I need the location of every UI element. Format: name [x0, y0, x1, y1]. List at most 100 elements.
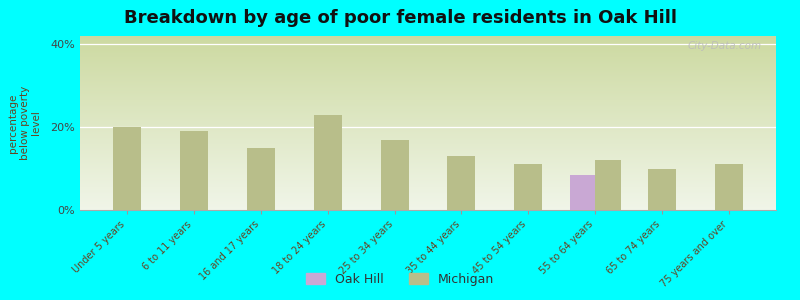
Bar — [447, 156, 475, 210]
Bar — [80, 209, 776, 210]
Bar — [80, 87, 776, 88]
Bar — [80, 83, 776, 84]
Bar — [80, 154, 776, 155]
Bar — [80, 197, 776, 198]
Bar — [80, 199, 776, 200]
Bar — [80, 182, 776, 183]
Bar — [80, 142, 776, 143]
Bar — [80, 110, 776, 111]
Bar — [80, 148, 776, 149]
Bar — [80, 118, 776, 119]
Bar — [80, 62, 776, 63]
Bar — [80, 129, 776, 130]
Bar — [80, 181, 776, 182]
Bar — [80, 57, 776, 58]
Bar — [80, 74, 776, 75]
Bar — [80, 136, 776, 137]
Bar — [80, 143, 776, 144]
Bar — [80, 183, 776, 184]
Bar — [80, 171, 776, 172]
Bar — [570, 175, 595, 210]
Bar — [80, 63, 776, 64]
Bar — [80, 80, 776, 81]
Bar — [80, 54, 776, 55]
Bar — [80, 204, 776, 205]
Bar — [80, 100, 776, 101]
Bar — [80, 36, 776, 37]
Bar — [80, 105, 776, 106]
Bar — [80, 96, 776, 97]
Bar — [80, 156, 776, 157]
Bar — [80, 124, 776, 125]
Bar — [80, 170, 776, 171]
Bar — [80, 68, 776, 69]
Bar — [80, 155, 776, 156]
Bar — [80, 93, 776, 94]
Bar — [80, 184, 776, 185]
Bar — [80, 153, 776, 154]
Bar — [80, 159, 776, 160]
Bar — [80, 85, 776, 86]
Bar — [80, 48, 776, 49]
Bar — [80, 167, 776, 168]
Bar — [80, 67, 776, 68]
Bar — [80, 50, 776, 51]
Bar — [648, 169, 676, 210]
Bar — [80, 82, 776, 83]
Bar — [80, 37, 776, 38]
Bar — [80, 103, 776, 104]
Bar — [80, 194, 776, 195]
Bar — [80, 65, 776, 66]
Text: Breakdown by age of poor female residents in Oak Hill: Breakdown by age of poor female resident… — [123, 9, 677, 27]
Bar — [80, 207, 776, 208]
Bar — [715, 164, 743, 210]
Bar — [80, 200, 776, 201]
Bar — [80, 205, 776, 206]
Bar — [80, 125, 776, 126]
Bar — [514, 164, 542, 210]
Bar — [80, 128, 776, 129]
Bar — [80, 195, 776, 196]
Bar — [80, 176, 776, 177]
Bar — [80, 202, 776, 203]
Bar — [80, 109, 776, 110]
Bar — [80, 77, 776, 78]
Bar — [80, 95, 776, 96]
Bar — [80, 179, 776, 180]
Bar — [80, 138, 776, 139]
Bar — [80, 185, 776, 186]
Bar — [80, 53, 776, 54]
Bar — [381, 140, 409, 210]
Bar — [80, 160, 776, 161]
Bar — [80, 121, 776, 122]
Bar — [80, 147, 776, 148]
Bar — [80, 59, 776, 60]
Bar — [80, 139, 776, 140]
Bar — [80, 152, 776, 153]
Bar — [80, 127, 776, 128]
Bar — [80, 135, 776, 136]
Text: City-Data.com: City-Data.com — [688, 41, 762, 51]
Bar — [80, 72, 776, 73]
Bar — [80, 107, 776, 108]
Bar — [80, 126, 776, 127]
Bar — [80, 146, 776, 147]
Bar — [80, 187, 776, 188]
Bar — [80, 92, 776, 93]
Bar — [80, 188, 776, 189]
Bar — [80, 150, 776, 151]
Bar — [80, 157, 776, 158]
Bar — [80, 73, 776, 74]
Bar — [80, 91, 776, 92]
Bar — [80, 201, 776, 202]
Bar — [595, 160, 621, 210]
Bar — [80, 119, 776, 120]
Bar — [80, 88, 776, 89]
Bar — [80, 161, 776, 162]
Bar — [80, 160, 776, 161]
Bar — [80, 132, 776, 133]
Bar — [80, 116, 776, 117]
Bar — [80, 76, 776, 77]
Bar — [80, 164, 776, 165]
Bar — [80, 58, 776, 59]
